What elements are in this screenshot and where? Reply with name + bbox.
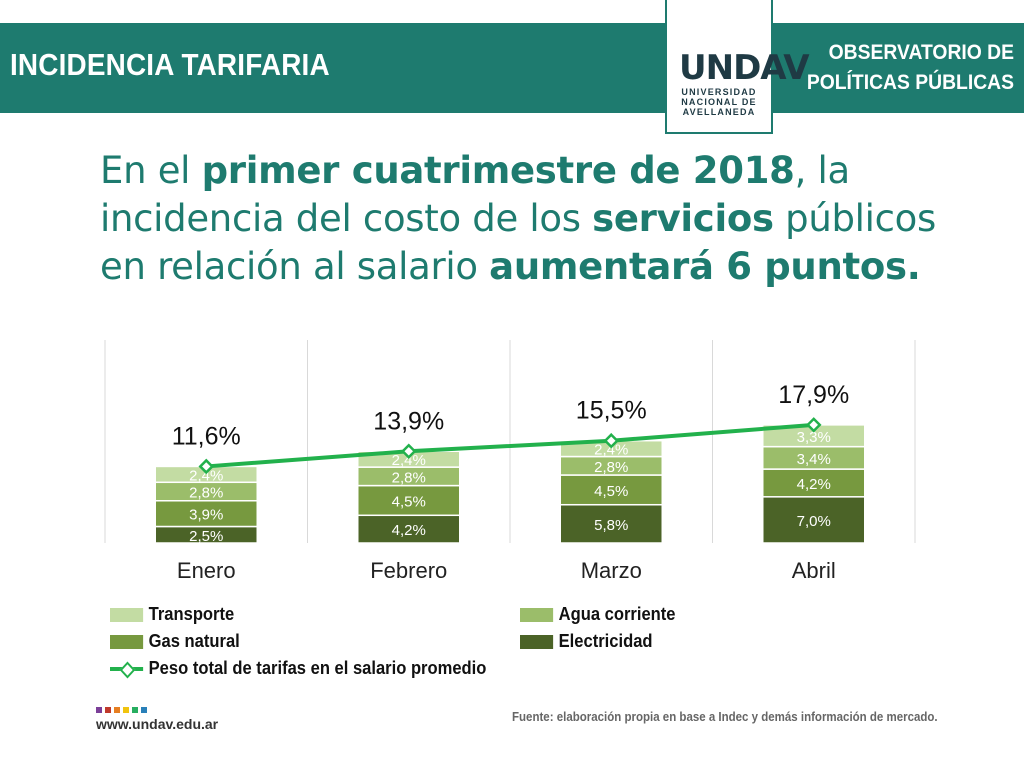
line-point-marker (805, 417, 822, 433)
x-tick-label: Abril (792, 558, 836, 583)
bar-data-label: 3,3% (797, 429, 831, 446)
legend-item-electricidad: Electricidad (520, 631, 653, 652)
bar-gas-natural (154, 500, 258, 528)
brand-dot (132, 707, 138, 713)
logo-line-1: UNIVERSIDAD (681, 87, 757, 97)
legend-label-electricidad: Electricidad (558, 631, 653, 651)
stacked-bar-chart: 2,5%3,9%2,8%2,4%Enero4,2%4,5%2,8%2,4%Feb… (104, 340, 916, 583)
logo-line-2: NACIONAL DE (681, 97, 757, 107)
brand-dot (96, 707, 102, 713)
bar-electricidad (357, 514, 461, 544)
x-tick-label: Marzo (581, 558, 642, 583)
bar-data-label: 2,4% (594, 442, 628, 459)
bar-data-label: 2,4% (392, 452, 426, 469)
legend-label-peso-total: Peso total de tarifas en el salario prom… (148, 658, 487, 678)
brand-dot (114, 707, 120, 713)
legend-item-peso-total: Peso total de tarifas en el salario prom… (110, 658, 486, 679)
bar-electricidad (559, 503, 663, 544)
source-note: Fuente: elaboración propia en base a Ind… (512, 710, 938, 724)
line-data-label: 17,9% (778, 381, 849, 409)
page-title: INCIDENCIA TARIFARIA (10, 47, 330, 82)
logo-mark: UNDAV (679, 48, 810, 88)
line-point-marker (198, 458, 215, 475)
line-point-marker (603, 432, 620, 449)
legend-swatch-electricidad (520, 634, 554, 649)
headline-bold-1: primer cuatrimestre de 2018 (201, 149, 795, 192)
brand-color-dots (96, 707, 147, 713)
org-line-2: POLÍTICAS PÚBLICAS (806, 71, 1014, 94)
line-data-label: 15,5% (576, 397, 647, 425)
header-bar (0, 23, 1024, 113)
headline: En el primer cuatrimestre de 2018, la in… (100, 147, 980, 291)
legend-line-marker (110, 661, 144, 678)
bar-gas-natural (559, 474, 663, 506)
bar-data-label: 2,8% (594, 459, 628, 476)
organization-name: OBSERVATORIO DE POLÍTICAS PÚBLICAS (775, 38, 1014, 98)
legend-item-transporte: Transporte (110, 604, 234, 625)
bar-data-label: 4,2% (392, 522, 426, 539)
bar-gas-natural (762, 468, 866, 498)
university-logo: UNDAV UNIVERSIDAD NACIONAL DE AVELLANEDA (665, 0, 810, 134)
bar-data-label: 4,5% (392, 493, 426, 510)
legend-label-transporte: Transporte (148, 604, 235, 624)
bar-data-label: 4,2% (797, 476, 831, 493)
bar-data-label: 2,8% (189, 485, 223, 502)
legend-label-gas: Gas natural (148, 631, 240, 651)
legend-label-agua: Agua corriente (558, 604, 676, 624)
website-url: www.undav.edu.ar (96, 716, 219, 732)
logo-line-3: AVELLANEDA (682, 107, 756, 117)
org-line-1: OBSERVATORIO DE (828, 41, 1014, 64)
bar-data-label: 3,4% (797, 451, 831, 468)
headline-bold-3: aumentará 6 puntos. (489, 245, 921, 288)
legend-swatch-agua (520, 607, 554, 622)
bar-data-label: 5,8% (594, 517, 628, 534)
headline-text-2: , la incidencia del costo de los (100, 149, 850, 240)
bar-data-label: 7,0% (797, 513, 831, 530)
legend-swatch-transporte (110, 607, 144, 622)
chart-legend: Transporte Agua corriente Gas natural El… (110, 604, 710, 684)
headline-text-1: En el (100, 149, 202, 192)
bar-data-label: 2,5% (189, 528, 223, 545)
legend-item-agua: Agua corriente (520, 604, 676, 625)
bar-gas-natural (357, 484, 461, 517)
legend-swatch-gas (110, 634, 144, 649)
bar-data-label: 3,9% (189, 507, 223, 524)
headline-text-3: públicos en relación al salario (100, 197, 936, 288)
total-weight-line (206, 422, 814, 469)
brand-dot (123, 707, 129, 713)
line-point-marker (400, 443, 417, 460)
line-data-label: 11,6% (172, 422, 241, 450)
x-tick-label: Enero (177, 558, 236, 583)
headline-bold-2: servicios (592, 197, 774, 240)
bar-data-label: 2,4% (189, 467, 223, 484)
bar-data-label: 2,8% (392, 469, 426, 486)
brand-dot (105, 707, 111, 713)
bar-data-label: 4,5% (594, 483, 628, 500)
legend-item-gas: Gas natural (110, 631, 240, 652)
x-tick-label: Febrero (370, 558, 447, 583)
brand-dot (141, 707, 147, 713)
line-data-label: 13,9% (373, 407, 444, 435)
